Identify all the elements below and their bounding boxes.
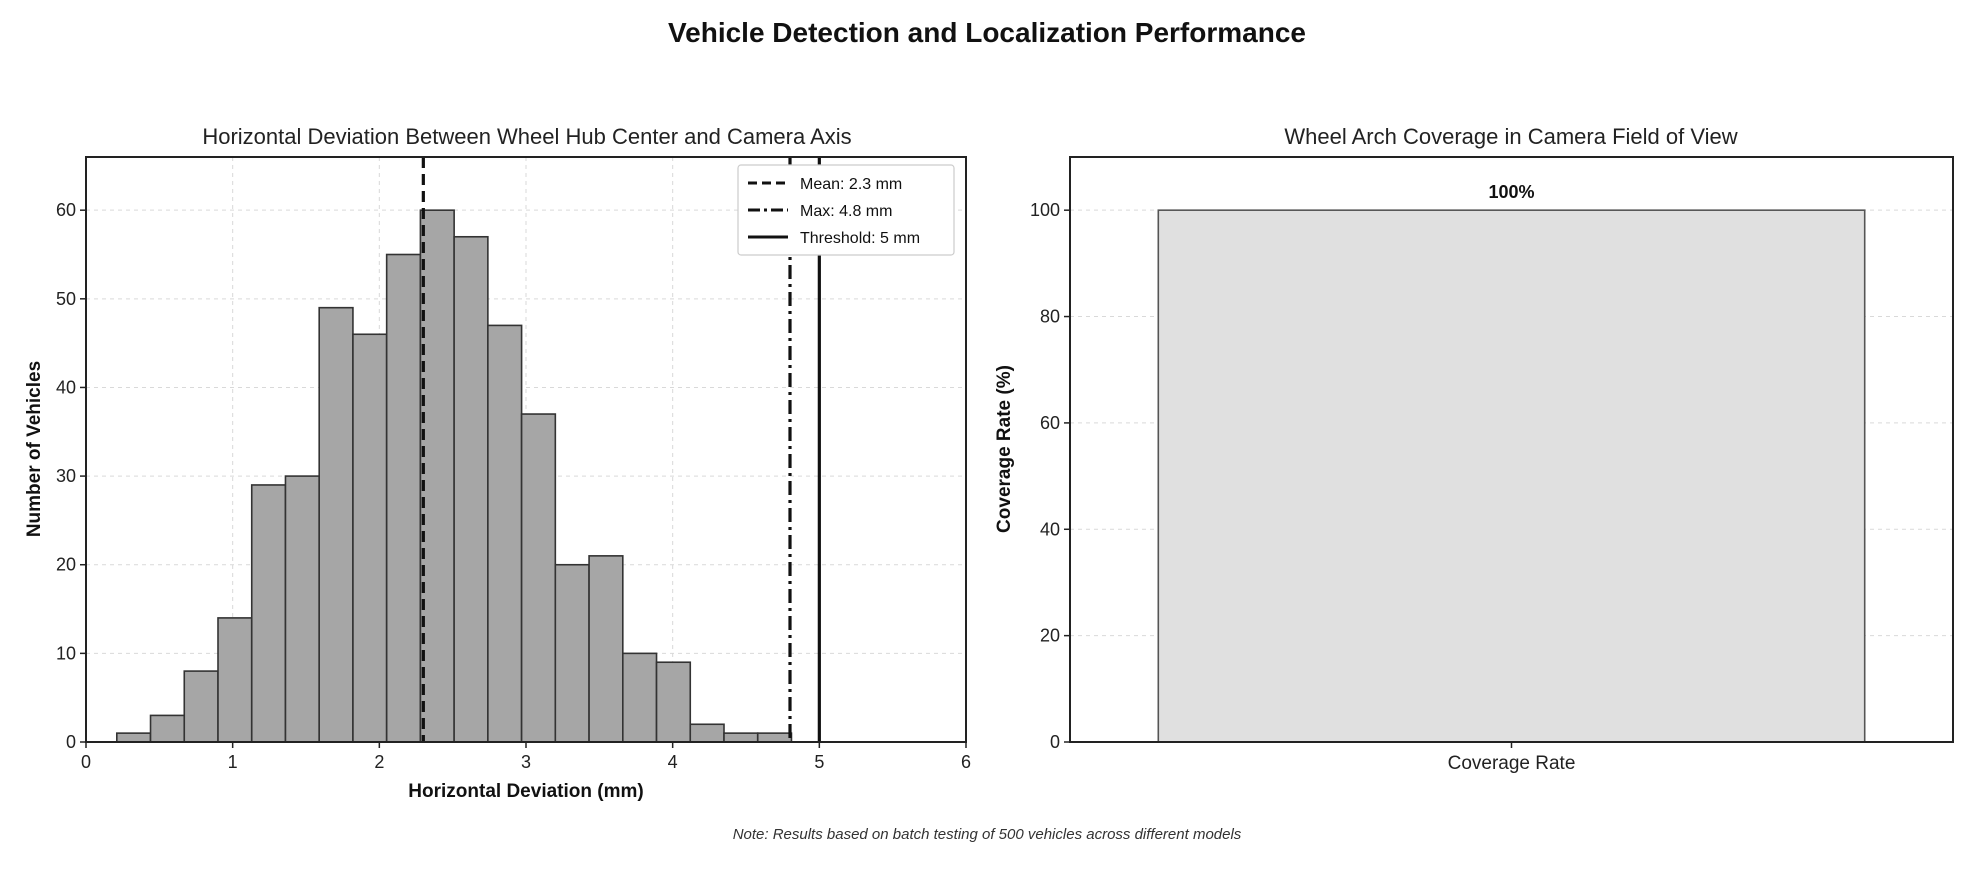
- coverage-x-tick-label: Coverage Rate: [1448, 753, 1576, 774]
- histogram-bar: [655, 661, 692, 743]
- histogram-bar: [520, 413, 557, 743]
- coverage-y-tick-label: 20: [1040, 626, 1060, 646]
- histogram-bar: [723, 732, 759, 743]
- histogram-x-tick-label: 1: [228, 752, 238, 772]
- coverage-y-ticks: 0 20 40 60 80 100: [1030, 200, 1070, 752]
- histogram-bar: [756, 732, 793, 743]
- histogram-bar: [318, 306, 354, 743]
- histogram-bar: [284, 475, 321, 743]
- histogram-bar: [453, 235, 489, 743]
- histogram-bar: [385, 253, 422, 743]
- histogram-bar: [352, 333, 388, 743]
- legend-threshold-label: Threshold: 5 mm: [800, 230, 920, 247]
- histogram-y-tick-label: 50: [56, 289, 76, 309]
- figure-title: Vehicle Detection and Localization Perfo…: [668, 17, 1306, 48]
- histogram-y-ticks: 0 10 20 30 40 50 60: [56, 200, 86, 752]
- histogram-bar: [487, 324, 523, 743]
- histogram-chart: Horizontal Deviation Between Wheel Hub C…: [24, 124, 971, 802]
- histogram-legend: Mean: 2.3 mm Max: 4.8 mm Threshold: 5 mm: [737, 164, 955, 256]
- coverage-y-tick-label: 40: [1040, 519, 1060, 539]
- legend-mean-label: Mean: 2.3 mm: [800, 176, 902, 193]
- coverage-x-ticks: Coverage Rate: [1448, 742, 1576, 774]
- histogram-bar: [621, 652, 658, 743]
- coverage-bar: [1157, 209, 1866, 743]
- figure-note: Note: Results based on batch testing of …: [733, 826, 1242, 843]
- histogram-x-tick-label: 4: [668, 752, 678, 772]
- histogram-y-tick-label: 60: [56, 200, 76, 220]
- histogram-x-tick-label: 6: [961, 752, 971, 772]
- coverage-y-axis-label: Coverage Rate (%): [994, 365, 1015, 533]
- legend-box: [737, 164, 955, 256]
- coverage-y-tick-label: 0: [1050, 732, 1060, 752]
- coverage-chart: Wheel Arch Coverage in Camera Field of V…: [994, 124, 1954, 774]
- histogram-y-tick-label: 10: [56, 643, 76, 663]
- histogram-x-tick-label: 0: [81, 752, 91, 772]
- histogram-bar: [588, 555, 624, 743]
- histogram-bars: [116, 209, 793, 743]
- histogram-bar: [217, 617, 253, 743]
- histogram-y-tick-label: 40: [56, 377, 76, 397]
- histogram-bar: [554, 563, 590, 743]
- histogram-bar: [689, 723, 725, 743]
- coverage-y-tick-label: 80: [1040, 307, 1060, 327]
- histogram-x-ticks: 0 1 2 3 4 5 6: [81, 742, 971, 772]
- coverage-bars: 100%: [1157, 182, 1866, 743]
- histogram-x-tick-label: 5: [814, 752, 824, 772]
- histogram-title: Horizontal Deviation Between Wheel Hub C…: [202, 124, 851, 149]
- histogram-x-axis-label: Horizontal Deviation (mm): [408, 781, 643, 802]
- histogram-bar: [419, 209, 455, 743]
- histogram-y-tick-label: 30: [56, 466, 76, 486]
- histogram-bar: [250, 484, 287, 743]
- histogram-bar: [149, 714, 186, 743]
- histogram-y-tick-label: 0: [66, 732, 76, 752]
- histogram-bar: [183, 670, 219, 743]
- legend-max-label: Max: 4.8 mm: [800, 203, 892, 220]
- histogram-y-axis-label: Number of Vehicles: [24, 361, 45, 537]
- histogram-x-tick-label: 3: [521, 752, 531, 772]
- histogram-x-tick-label: 2: [374, 752, 384, 772]
- coverage-title: Wheel Arch Coverage in Camera Field of V…: [1284, 124, 1737, 149]
- coverage-bar-data-label: 100%: [1488, 182, 1534, 202]
- coverage-y-tick-label: 100: [1030, 200, 1060, 220]
- histogram-y-tick-label: 20: [56, 555, 76, 575]
- coverage-y-tick-label: 60: [1040, 413, 1060, 433]
- histogram-bar: [116, 732, 152, 743]
